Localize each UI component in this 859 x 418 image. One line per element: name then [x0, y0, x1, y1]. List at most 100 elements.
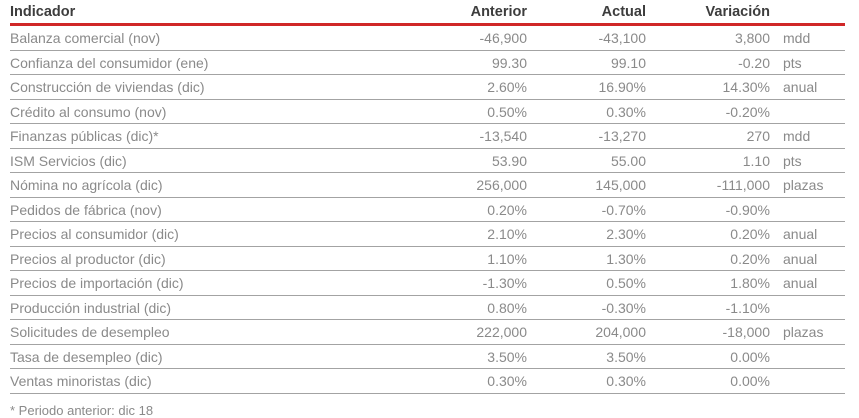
table-row: Solicitudes de desempleo 222,000 204,000 -1… — [10, 319, 845, 345]
anterior-cell: 53.90 — [415, 148, 527, 173]
anterior-cell: -1.30% — [415, 270, 527, 296]
actual-cell: 99.10 — [527, 50, 646, 75]
actual-cell: 0.30% — [527, 99, 646, 124]
unit-cell — [770, 197, 845, 222]
actual-cell: -0.30% — [527, 295, 646, 320]
col-header-indicador: Indicador — [10, 0, 415, 26]
anterior-cell: 3.50% — [415, 344, 527, 369]
actual-cell: -13,270 — [527, 123, 646, 149]
table-row: Ventas minoristas (dic) 0.30% 0.30% 0.00% — [10, 368, 845, 394]
anterior-cell: 256,000 — [415, 172, 527, 198]
indicator-cell: Precios al consumidor (dic) — [10, 221, 415, 247]
variacion-cell: -0.90% — [646, 197, 770, 222]
table-row: Precios de importación (dic) -1.30% 0.50% 1… — [10, 270, 845, 296]
indicator-cell: Crédito al consumo (nov) — [10, 99, 415, 124]
col-header-anterior: Anterior — [415, 0, 527, 26]
variacion-cell: 0.00% — [646, 344, 770, 369]
indicator-cell: Tasa de desempleo (dic) — [10, 344, 415, 369]
anterior-cell: 0.30% — [415, 368, 527, 394]
col-header-unit — [770, 0, 845, 26]
table-body: Balanza comercial (nov) -46,900 -43,100 3,8… — [10, 24, 845, 394]
unit-cell: pts — [770, 148, 845, 173]
table-row: ISM Servicios (dic) 53.90 55.00 1.10 pts — [10, 148, 845, 173]
anterior-cell: 222,000 — [415, 319, 527, 345]
unit-cell: plazas — [770, 172, 845, 198]
indicator-cell: Balanza comercial (nov) — [10, 24, 415, 51]
anterior-cell: 1.10% — [415, 246, 527, 271]
indicator-cell: ISM Servicios (dic) — [10, 148, 415, 173]
anterior-cell: 2.10% — [415, 221, 527, 247]
actual-cell: 16.90% — [527, 74, 646, 100]
variacion-cell: -0.20% — [646, 99, 770, 124]
actual-cell: 0.30% — [527, 368, 646, 394]
unit-cell — [770, 295, 845, 320]
actual-cell: 2.30% — [527, 221, 646, 247]
indicator-cell: Construcción de viviendas (dic) — [10, 74, 415, 100]
variacion-cell: 1.10 — [646, 148, 770, 173]
unit-cell: mdd — [770, 24, 845, 51]
indicators-table: Indicador Anterior Actual Variación Bala… — [10, 0, 845, 394]
actual-cell: 145,000 — [527, 172, 646, 198]
variacion-cell: 0.20% — [646, 246, 770, 271]
col-header-variacion: Variación — [646, 0, 770, 26]
unit-cell: plazas — [770, 319, 845, 345]
indicator-cell: Nómina no agrícola (dic) — [10, 172, 415, 198]
variacion-cell: 0.00% — [646, 368, 770, 394]
table-row: Confianza del consumidor (ene) 99.30 99.10… — [10, 50, 845, 75]
indicator-cell: Solicitudes de desempleo — [10, 319, 415, 345]
table-row: Crédito al consumo (nov) 0.50% 0.30% -0.20% — [10, 99, 845, 124]
variacion-cell: -111,000 — [646, 172, 770, 198]
table-row: Construcción de viviendas (dic) 2.60% 16.9… — [10, 74, 845, 100]
actual-cell: 0.50% — [527, 270, 646, 296]
indicator-cell: Pedidos de fábrica (nov) — [10, 197, 415, 222]
unit-cell — [770, 344, 845, 369]
variacion-cell: 0.20% — [646, 221, 770, 247]
anterior-cell: 0.20% — [415, 197, 527, 222]
anterior-cell: 0.80% — [415, 295, 527, 320]
table-row: Nómina no agrícola (dic) 256,000 145,000 -1… — [10, 172, 845, 198]
header-row: Indicador Anterior Actual Variación — [10, 0, 845, 26]
variacion-cell: 14.30% — [646, 74, 770, 100]
unit-cell — [770, 368, 845, 394]
anterior-cell: -13,540 — [415, 123, 527, 149]
table-row: Precios al consumidor (dic) 2.10% 2.30% 0.2… — [10, 221, 845, 247]
variacion-cell: 3,800 — [646, 24, 770, 51]
unit-cell: anual — [770, 270, 845, 296]
variacion-cell: -18,000 — [646, 319, 770, 345]
unit-cell: pts — [770, 50, 845, 75]
actual-cell: -43,100 — [527, 24, 646, 51]
unit-cell: anual — [770, 221, 845, 247]
actual-cell: -0.70% — [527, 197, 646, 222]
indicator-cell: Producción industrial (dic) — [10, 295, 415, 320]
anterior-cell: 2.60% — [415, 74, 527, 100]
col-header-actual: Actual — [527, 0, 646, 26]
actual-cell: 204,000 — [527, 319, 646, 345]
variacion-cell: 1.80% — [646, 270, 770, 296]
table-row: Finanzas públicas (dic)* -13,540 -13,270 27… — [10, 123, 845, 149]
table-row: Balanza comercial (nov) -46,900 -43,100 3,8… — [10, 24, 845, 51]
table-row: Precios al productor (dic) 1.10% 1.30% 0.20… — [10, 246, 845, 271]
footnote: * Periodo anterior: dic 18 — [10, 402, 154, 418]
actual-cell: 1.30% — [527, 246, 646, 271]
variacion-cell: 270 — [646, 123, 770, 149]
table-row: Producción industrial (dic) 0.80% -0.30% -1… — [10, 295, 845, 320]
unit-cell: mdd — [770, 123, 845, 149]
anterior-cell: -46,900 — [415, 24, 527, 51]
variacion-cell: -0.20 — [646, 50, 770, 75]
indicator-cell: Ventas minoristas (dic) — [10, 368, 415, 394]
table-row: Pedidos de fábrica (nov) 0.20% -0.70% -0.90… — [10, 197, 845, 222]
anterior-cell: 99.30 — [415, 50, 527, 75]
actual-cell: 55.00 — [527, 148, 646, 173]
unit-cell: anual — [770, 246, 845, 271]
table-row: Tasa de desempleo (dic) 3.50% 3.50% 0.00% — [10, 344, 845, 369]
indicator-cell: Precios al productor (dic) — [10, 246, 415, 271]
indicator-cell: Confianza del consumidor (ene) — [10, 50, 415, 75]
actual-cell: 3.50% — [527, 344, 646, 369]
variacion-cell: -1.10% — [646, 295, 770, 320]
indicator-cell: Finanzas públicas (dic)* — [10, 123, 415, 149]
unit-cell: anual — [770, 74, 845, 100]
anterior-cell: 0.50% — [415, 99, 527, 124]
table-header: Indicador Anterior Actual Variación — [10, 0, 845, 26]
indicator-cell: Precios de importación (dic) — [10, 270, 415, 296]
